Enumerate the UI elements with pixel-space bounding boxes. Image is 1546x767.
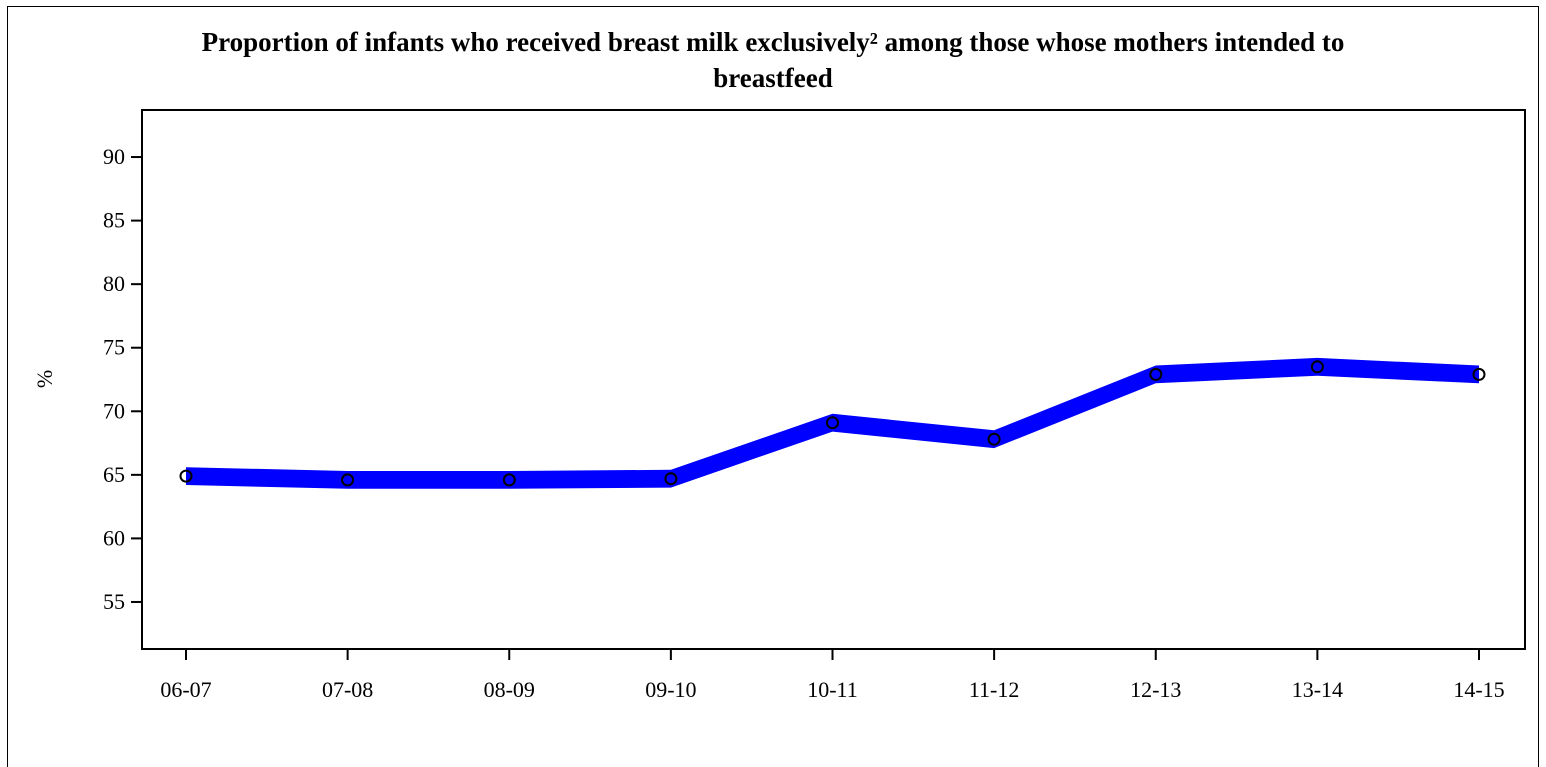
data-point <box>1310 360 1324 374</box>
x-tick-label: 08-09 <box>484 677 535 702</box>
y-axis-label: % <box>32 370 57 388</box>
y-tick-label: 85 <box>103 208 125 233</box>
x-tick-label: 13-14 <box>1292 677 1343 702</box>
data-point <box>664 472 678 486</box>
x-tick-label: 09-10 <box>645 677 696 702</box>
confidence-band <box>186 357 1479 489</box>
y-tick-label: 55 <box>103 589 125 614</box>
chart-frame <box>7 6 1539 767</box>
x-tick-label: 14-15 <box>1453 677 1504 702</box>
chart-title-line2: breastfeed <box>713 63 833 93</box>
y-tick-label: 60 <box>103 525 125 550</box>
data-point <box>1149 367 1163 381</box>
chart-title: Proportion of infants who received breas… <box>0 24 1546 96</box>
y-tick-label: 65 <box>103 462 125 487</box>
data-point <box>826 416 839 430</box>
y-axis: 55 60 65 70 75 80 85 90 <box>103 144 142 614</box>
x-axis: 06-07 07-08 08-09 09-10 10-11 11-12 12-13 13-14… <box>160 649 1505 702</box>
data-point <box>179 469 193 483</box>
data-point <box>341 473 355 487</box>
data-point <box>987 432 1001 446</box>
x-tick-label: 07-08 <box>322 677 373 702</box>
y-tick-label: 90 <box>103 144 125 169</box>
y-tick-label: 80 <box>103 271 125 296</box>
data-markers <box>179 360 1486 487</box>
band-area <box>186 357 1479 489</box>
chart-title-line1: Proportion of infants who received breas… <box>201 27 1345 57</box>
x-tick-label: 12-13 <box>1130 677 1181 702</box>
x-tick-label: 11-12 <box>969 677 1020 702</box>
x-tick-label: 10-11 <box>807 677 858 702</box>
plot-area-border <box>141 109 1526 650</box>
y-tick-label: 75 <box>103 335 125 360</box>
data-point <box>1472 367 1486 381</box>
y-tick-label: 70 <box>103 398 125 423</box>
x-tick-label: 06-07 <box>160 677 211 702</box>
data-point <box>502 473 516 487</box>
